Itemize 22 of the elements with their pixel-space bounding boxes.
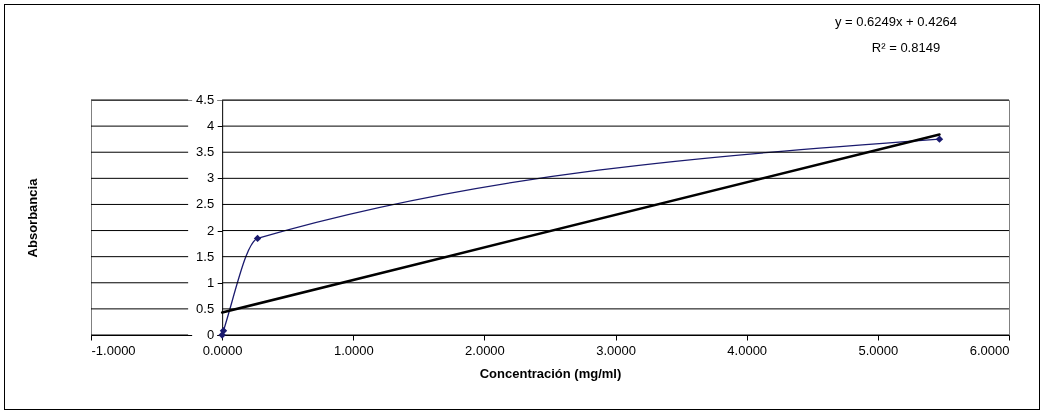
y-tick-label: 2.5 — [196, 196, 215, 212]
x-tick-label: 1.0000 — [333, 342, 374, 358]
y-tick-label: 1.5 — [196, 248, 215, 264]
text: R² = 0.8149 — [871, 40, 941, 55]
y-axis-title: Absorbancia — [24, 177, 40, 258]
x-tick-label: 5.0000 — [858, 342, 899, 358]
x-tick-label: 6.0000 — [969, 342, 1010, 358]
y-tick-label: 3.5 — [196, 144, 215, 160]
y-tick-label: 4 — [206, 118, 215, 134]
x-tick-label: 0.0000 — [202, 342, 243, 358]
x-tick-label: 2.0000 — [465, 342, 505, 358]
x-tick-label: 3.0000 — [596, 342, 636, 358]
y-tick-label: 2 — [206, 222, 215, 238]
y-tick-label: 0 — [206, 327, 215, 342]
x-axis-title: Concentración (mg/ml) — [479, 365, 622, 381]
y-tick-label: 1 — [206, 274, 215, 290]
y-tick-label: 4.5 — [196, 92, 215, 107]
y-tick-label: 3 — [206, 170, 215, 186]
y-tick-label: 0.5 — [196, 300, 215, 316]
text: y = 0.6249x + 0.4264 — [834, 14, 958, 29]
x-tick-label: -1.0000 — [91, 342, 136, 358]
x-tick-label: 4.0000 — [727, 342, 768, 358]
